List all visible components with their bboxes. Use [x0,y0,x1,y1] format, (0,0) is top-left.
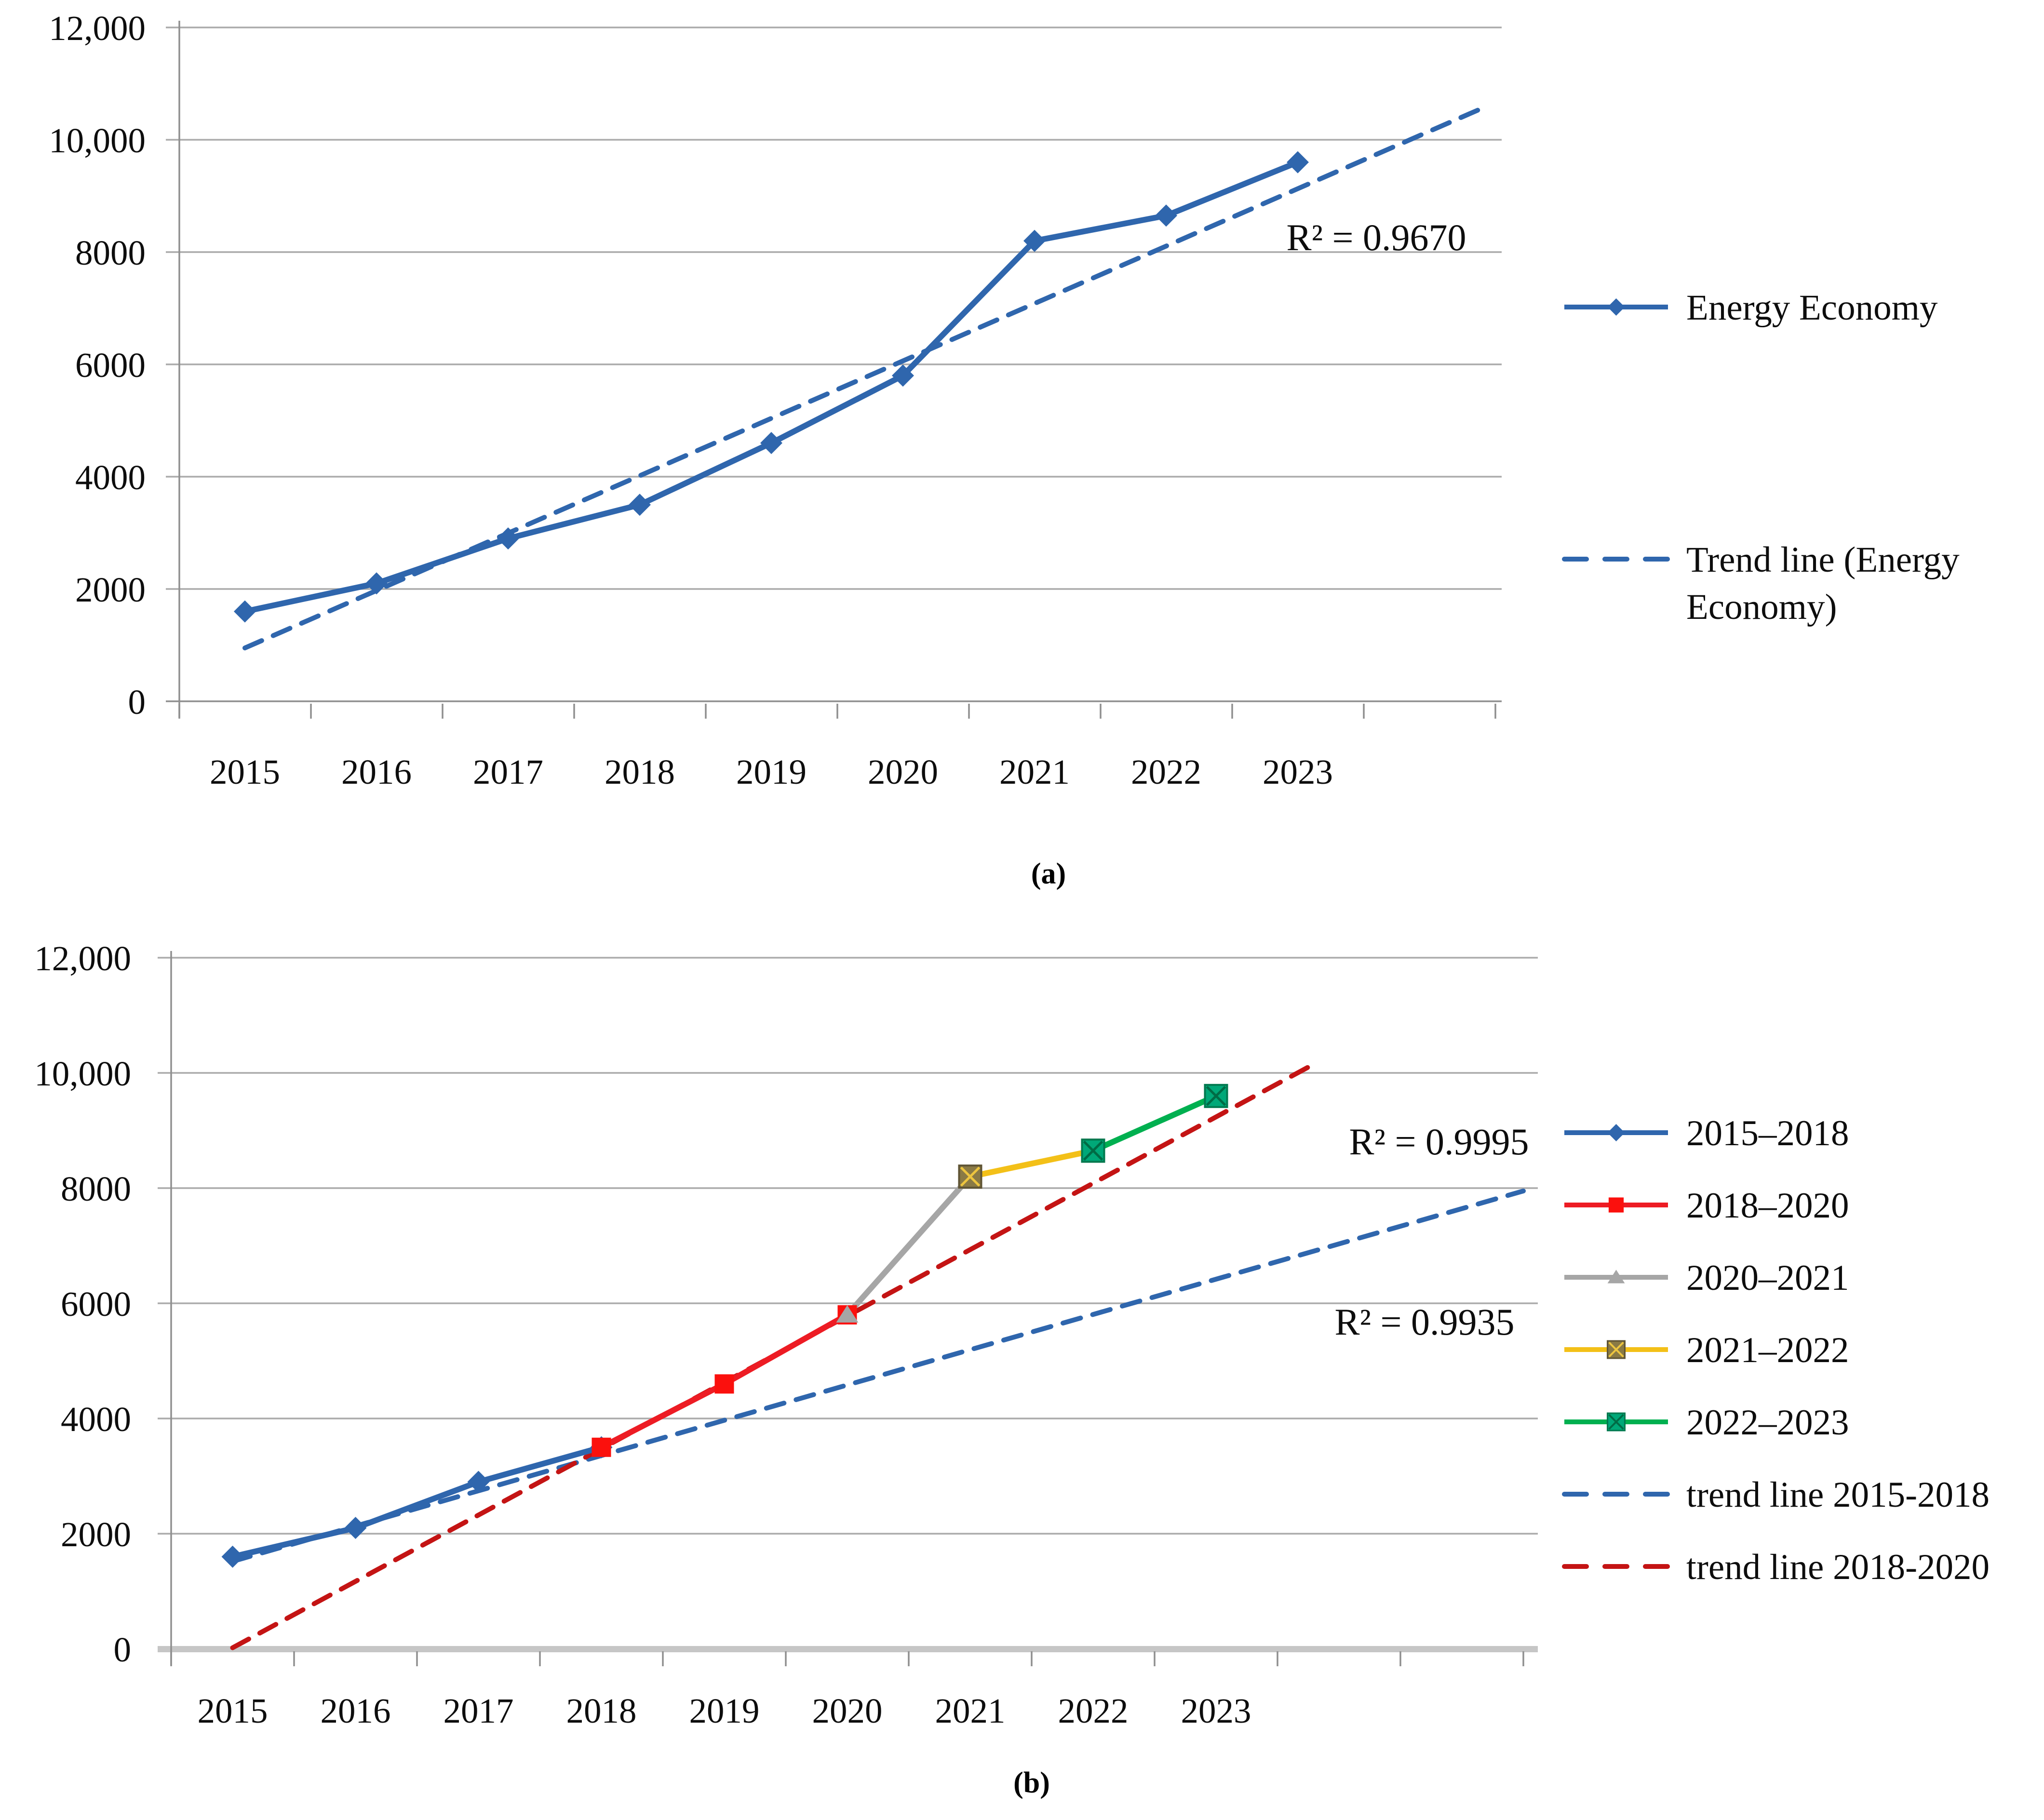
panel-b-y-tick-label: 2000 [61,1515,131,1554]
panel-a-legend-label: Economy) [1686,587,1837,627]
panel-a-series-line [242,159,1301,615]
panel-b-data-point-x-square-x [960,1166,981,1187]
panel-b-legend-marker-triangle [1607,1270,1625,1284]
panel-a-y-tick-label: 6000 [75,346,146,385]
panel-a-x-tick-label: 2018 [605,752,675,791]
panel-a-r-squared-label: R² = 0.9670 [1287,216,1466,258]
panel-b-y-tick-label: 6000 [61,1285,131,1324]
panel-b-x-tick-label: 2021 [935,1691,1006,1730]
panel-a-caption: (a) [1031,857,1066,890]
panel-b-data-point-square [714,1374,734,1394]
panel-b-y-tick-label: 0 [114,1630,132,1669]
panel-b-r-squared-label: R² = 0.9995 [1349,1121,1529,1163]
panel-b-x-tick-label: 2019 [689,1691,760,1730]
panel-b-y-tick-label: 8000 [61,1169,131,1208]
panel-b-data-point-diamond [221,1545,244,1568]
panel-b-x-tick-label: 2022 [1058,1691,1129,1730]
panel-b-data-point-diamond [467,1471,490,1493]
panel-b-data-point-diamond [344,1517,367,1539]
panel-a-data-point-diamond [1287,151,1309,174]
panel-b-legend-marker-x-square-x [1608,1341,1624,1358]
panel-b-legend-label: 2021–2022 [1686,1330,1849,1370]
panel-b-legend-marker-square [1608,1197,1624,1213]
panel-b-r-squared-label: R² = 0.9935 [1335,1301,1515,1343]
panel-b-y-tick-label: 4000 [61,1400,131,1439]
panel-b-series-line [967,1148,1096,1180]
panel-b-data-point-triangle [836,1305,859,1323]
panel-a-y-tick-label: 0 [128,682,146,722]
panel-a-data-point-diamond [1023,229,1046,252]
panel-b-x-tick-label: 2023 [1181,1691,1251,1730]
panel-b-trend-line [230,1188,1526,1564]
panel-a-data-point-diamond [365,572,388,595]
panel-b-data-point-square [592,1437,611,1457]
panel-b-x-tick-label: 2015 [198,1691,268,1730]
panel-a-x-tick-label: 2022 [1131,752,1201,791]
panel-a-y-tick-label: 4000 [75,458,146,497]
panel-b-series-line [229,1444,605,1560]
panel-a-y-tick-label: 10,000 [49,121,146,160]
panel-b-legend-marker-diamond [1607,1124,1625,1141]
panel-b-legend-label: trend line 2015-2018 [1686,1475,1990,1515]
panel-b-data-point-x-square-x [1206,1086,1226,1106]
panel-a-data-point-diamond [892,364,914,387]
panel-a-x-tick-label: 2019 [736,752,807,791]
panel-a-x-tick-label: 2020 [868,752,938,791]
panel-a-legend-label: Energy Economy [1686,288,1938,328]
panel-a-x-tick-label: 2015 [210,752,280,791]
panel-b-legend-label: trend line 2018-2020 [1686,1547,1990,1587]
panel-b-x-tick-label: 2020 [812,1691,883,1730]
panel-b-legend-label: 2018–2020 [1686,1186,1849,1226]
panel-a-data-point-diamond [234,600,256,623]
panel-b-x-tick-label: 2017 [444,1691,514,1730]
panel-a-y-tick-label: 8000 [75,233,146,272]
panel-a-data-point-diamond [629,494,651,516]
panel-b-y-tick-label: 10,000 [34,1054,131,1093]
panel-b-legend-marker-x-square-x [1608,1414,1624,1430]
panel-b-caption: (b) [1013,1766,1050,1799]
panel-b-legend-label: 2020–2021 [1686,1258,1849,1298]
panel-b-data-point-x-square-x [1083,1140,1103,1161]
panel-a-y-tick-label: 2000 [75,570,146,609]
panel-a-y-tick-label: 12,000 [49,9,146,48]
panel-a-data-point-diamond [760,432,782,455]
panel-a-legend-label: Trend line (Energy [1686,540,1960,580]
panel-b-x-tick-label: 2018 [566,1691,637,1730]
panel-b-legend-label: 2022–2023 [1686,1403,1849,1443]
panel-b-legend-label: 2015–2018 [1686,1113,1849,1153]
panel-b-y-tick-label: 12,000 [34,939,131,978]
panel-a-x-tick-label: 2021 [999,752,1070,791]
panel-a-data-point-diamond [1155,204,1177,227]
panel-a-x-tick-label: 2023 [1263,752,1333,791]
panel-b-series-line [844,1174,973,1318]
panel-b-x-tick-label: 2016 [321,1691,391,1730]
panel-b-series-line [1090,1093,1219,1154]
panel-b-trend-line [230,1065,1311,1650]
panel-a-data-point-diamond [497,527,519,550]
panel-a-legend-marker-diamond [1607,298,1625,316]
panel-a-x-tick-label: 2017 [473,752,543,791]
panel-b-x-axis [158,1646,1538,1652]
panel-a-x-tick-label: 2016 [341,752,412,791]
